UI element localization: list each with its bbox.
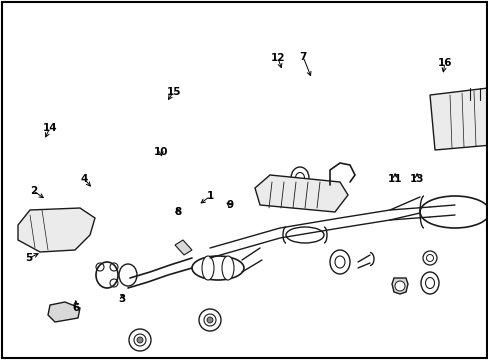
Text: 1: 1 (206, 191, 213, 201)
Text: 8: 8 (174, 207, 181, 217)
Ellipse shape (192, 256, 244, 280)
Text: 12: 12 (270, 53, 285, 63)
Text: 15: 15 (166, 87, 181, 97)
Ellipse shape (290, 167, 308, 189)
Circle shape (422, 251, 436, 265)
Circle shape (394, 281, 404, 291)
Ellipse shape (420, 272, 438, 294)
Polygon shape (429, 88, 488, 150)
Ellipse shape (334, 256, 345, 268)
Ellipse shape (419, 196, 488, 228)
Text: 14: 14 (42, 123, 57, 133)
Text: 16: 16 (437, 58, 451, 68)
Ellipse shape (295, 172, 304, 184)
Polygon shape (175, 240, 192, 255)
Polygon shape (18, 208, 95, 252)
Text: 7: 7 (299, 52, 306, 62)
Ellipse shape (202, 256, 214, 280)
Polygon shape (391, 278, 407, 294)
Ellipse shape (312, 193, 323, 203)
Circle shape (199, 309, 221, 331)
Circle shape (134, 334, 146, 346)
Ellipse shape (222, 256, 234, 280)
Text: 11: 11 (387, 174, 402, 184)
Ellipse shape (119, 264, 137, 286)
Polygon shape (254, 175, 347, 212)
Text: 13: 13 (409, 174, 424, 184)
Text: 6: 6 (72, 303, 79, 313)
Circle shape (129, 329, 151, 351)
Text: 2: 2 (30, 186, 37, 196)
Circle shape (206, 317, 213, 323)
Text: 9: 9 (226, 200, 233, 210)
Circle shape (137, 337, 142, 343)
Text: 10: 10 (154, 147, 168, 157)
Circle shape (203, 314, 216, 326)
Circle shape (426, 255, 433, 261)
Ellipse shape (425, 278, 434, 288)
Ellipse shape (285, 227, 324, 243)
Text: 5: 5 (25, 253, 32, 264)
Ellipse shape (307, 187, 327, 209)
Text: 3: 3 (119, 294, 125, 304)
Ellipse shape (96, 262, 118, 288)
Ellipse shape (329, 250, 349, 274)
Polygon shape (48, 302, 80, 322)
Text: 4: 4 (81, 174, 88, 184)
